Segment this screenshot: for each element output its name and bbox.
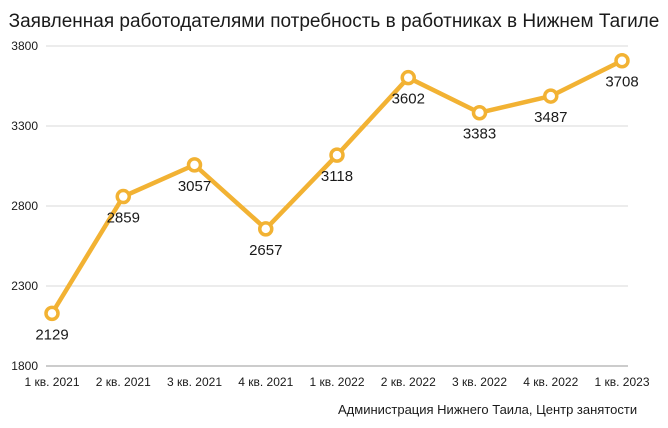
data-label: 3487 — [534, 109, 567, 126]
x-tick-label: 3 кв. 2022 — [452, 375, 507, 389]
x-tick-label: 2 кв. 2022 — [381, 375, 436, 389]
x-tick-label: 1 кв. 2023 — [595, 375, 650, 389]
data-label: 3383 — [463, 126, 496, 143]
chart-title: Заявленная работодателями потребность в … — [8, 11, 660, 32]
y-tick-label: 3800 — [11, 39, 38, 53]
data-point — [400, 69, 416, 86]
series-line — [49, 58, 625, 316]
data-label: 2657 — [249, 242, 282, 259]
x-tick-label: 1 кв. 2022 — [310, 375, 365, 389]
y-tick-label: 2300 — [11, 279, 38, 293]
y-tick-label: 3300 — [11, 119, 38, 133]
y-tick-label: 1800 — [11, 359, 38, 373]
x-tick-label: 1 кв. 2021 — [25, 375, 80, 389]
data-point — [115, 188, 131, 205]
data-label: 3602 — [392, 91, 425, 108]
data-point — [44, 305, 60, 322]
data-label: 2129 — [35, 326, 68, 343]
x-tick-label: 4 кв. 2022 — [523, 375, 578, 389]
data-point — [329, 147, 345, 163]
data-point — [614, 52, 630, 69]
data-point — [258, 221, 274, 237]
data-point — [186, 157, 203, 173]
data-point — [543, 88, 559, 104]
data-label: 3118 — [321, 168, 353, 185]
data-label: 3708 — [605, 74, 638, 91]
x-tick-label: 2 кв. 2021 — [96, 375, 151, 389]
source-note: Администрация Нижнего Таила, Центр занят… — [338, 402, 638, 417]
data-point — [471, 104, 488, 121]
data-label: 3057 — [178, 178, 211, 195]
x-tick-label: 4 кв. 2021 — [238, 375, 293, 389]
y-tick-label: 2800 — [11, 199, 38, 213]
data-label: 2859 — [107, 210, 140, 227]
x-tick-label: 3 кв. 2021 — [167, 375, 222, 389]
